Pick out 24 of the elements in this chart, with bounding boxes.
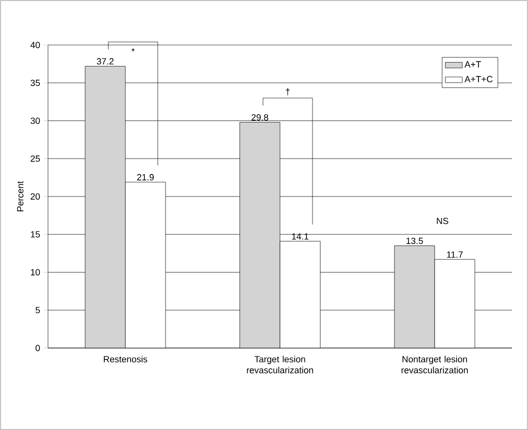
x-tick-label: Restenosis [104,356,148,362]
y-tick-label: 5 [36,306,40,314]
y-tick-label: 25 [30,155,40,162]
annotation: † [286,88,290,96]
annotation: * [131,48,135,52]
y-tick-label: 30 [30,118,40,124]
legend-label: A+T+C [464,76,493,82]
y-axis-title: Percent [17,181,24,212]
x-tick-label: Target lesion revascularization [246,356,314,374]
y-tick-label: 15 [30,231,40,238]
y-tick-label: 20 [30,193,40,200]
data-label: 14.1 [292,233,308,240]
annotation: NS [436,218,448,224]
data-label: 37.2 [96,58,114,65]
y-tick-label: 0 [36,344,40,352]
x-tick-label: Nontarget lesion revascularization [402,356,468,374]
y-tick-label: 35 [30,80,40,86]
data-label: 13.5 [406,238,423,244]
legend-label: A+T [464,61,481,68]
data-label: 21.9 [137,174,154,180]
y-tick-label: 40 [30,42,40,48]
data-label: 11.7 [447,252,463,258]
y-tick-label: 10 [30,269,40,276]
data-label: 29.8 [252,114,268,121]
